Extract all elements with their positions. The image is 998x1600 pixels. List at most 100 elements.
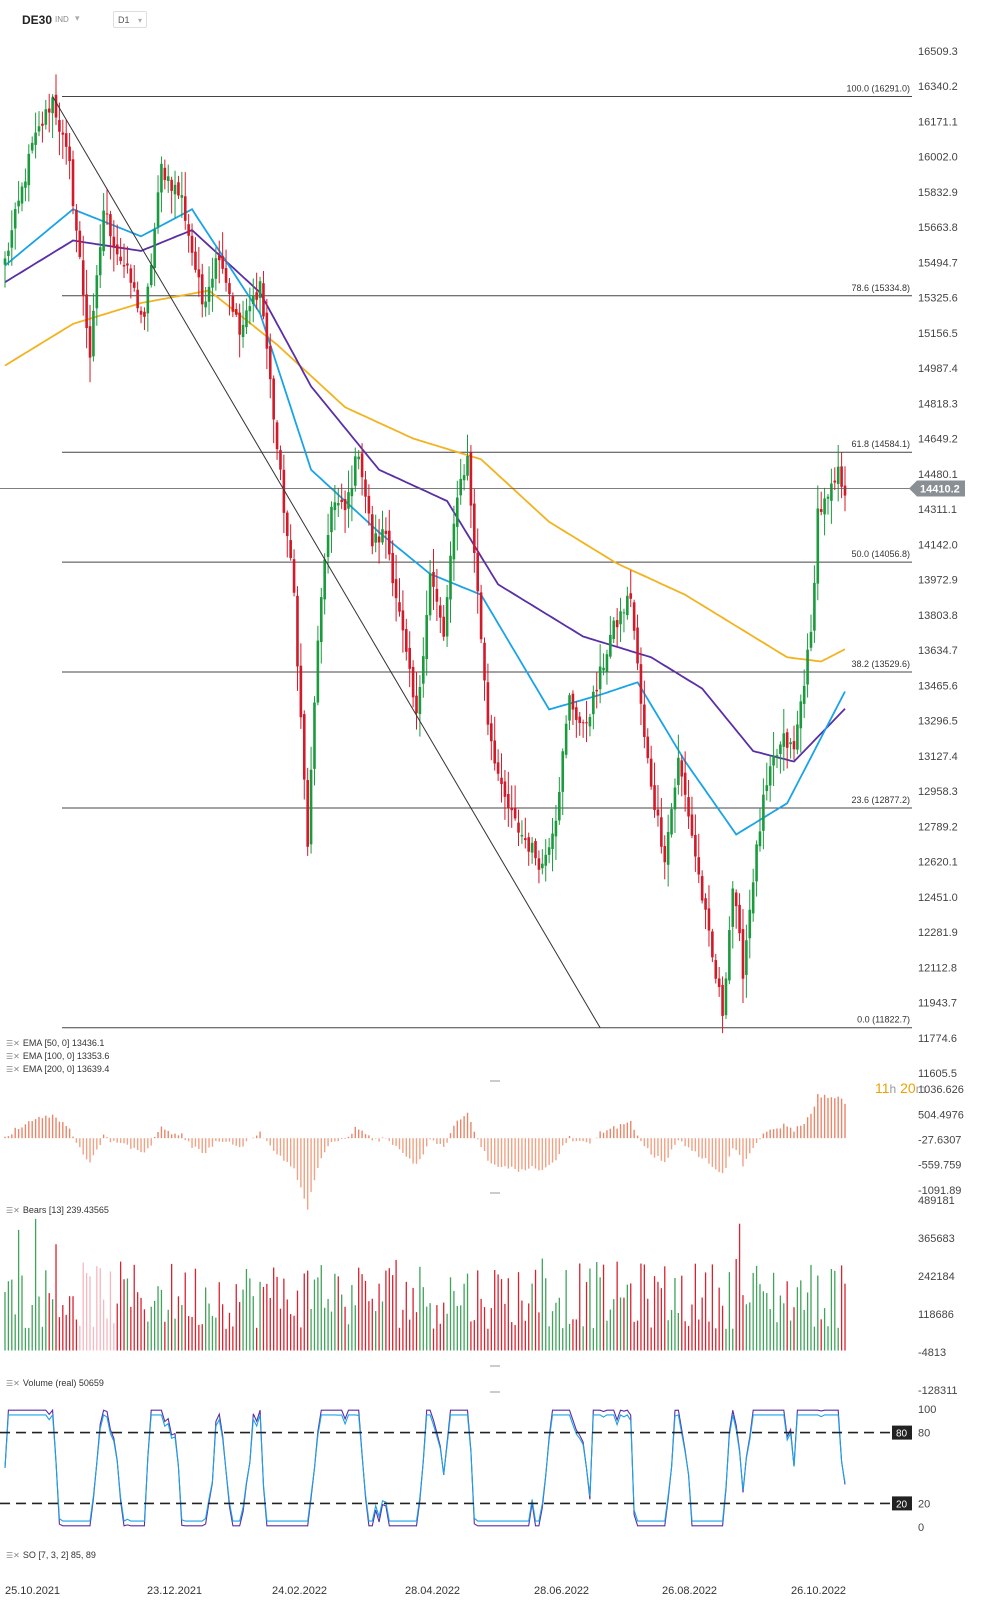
candle-body (476, 552, 480, 592)
price-tick-label: 13634.7 (918, 645, 958, 657)
candle-body (183, 196, 187, 221)
menu-icon[interactable]: ☰✕ (6, 1379, 20, 1388)
candle-body (421, 656, 425, 684)
candle-body (353, 456, 357, 486)
price-tick-label: 15663.8 (918, 222, 958, 234)
candle-body (418, 686, 422, 714)
candle-body (731, 888, 735, 927)
price-tick-label: 14649.2 (918, 434, 958, 446)
candle-body (595, 689, 599, 692)
price-tick-label: 14311.1 (918, 504, 957, 516)
ema-100-line-group (4, 229, 846, 763)
candle-body (391, 553, 394, 584)
candle-body (486, 682, 490, 725)
menu-icon[interactable]: ☰✕ (6, 1039, 20, 1048)
candle-body (306, 780, 309, 847)
symbol-label[interactable]: DE30 (22, 13, 53, 27)
candle-body (459, 478, 463, 496)
price-tick-label: 13296.5 (918, 716, 958, 728)
candle-body (146, 286, 150, 314)
candle-body (704, 898, 707, 910)
candle-body (211, 278, 214, 288)
candle-body (3, 258, 7, 265)
bears-legend[interactable]: ☰✕ Bears [13] 239.43565 (6, 1205, 109, 1215)
candle-body (670, 809, 673, 835)
menu-icon[interactable]: ☰✕ (6, 1052, 20, 1061)
candle-body (615, 620, 619, 628)
menu-icon[interactable]: ☰✕ (6, 1065, 20, 1074)
candle-body (462, 475, 466, 481)
candle-body (442, 616, 446, 637)
candle-body (694, 834, 697, 857)
candle-body (830, 483, 833, 501)
candle-body (748, 909, 752, 939)
candle-body (738, 904, 741, 934)
ema-200-legend[interactable]: ☰✕ EMA [200, 0] 13639.4 (6, 1064, 109, 1074)
price-tick-label: 11943.7 (918, 998, 957, 1010)
ema-100-legend[interactable]: ☰✕ EMA [100, 0] 13353.6 (6, 1051, 109, 1061)
ema-100-line (4, 229, 846, 763)
candle-body (139, 310, 143, 315)
candle-body (789, 742, 792, 745)
candle-body (333, 502, 337, 511)
candle-body (411, 666, 415, 698)
candle-body (166, 176, 170, 182)
candle-body (751, 882, 755, 914)
timeframe-select[interactable]: D1 ▾ (113, 11, 147, 28)
candle-body (483, 642, 486, 681)
candle-body (221, 256, 224, 269)
trend-line (52, 96, 601, 1028)
candle-body (330, 506, 333, 533)
bears-tick-label: 504.4976 (918, 1109, 964, 1121)
ema-200-legend-text: EMA [200, 0] 13639.4 (22, 1064, 110, 1074)
candle-body (408, 647, 411, 669)
so-tick-label: 0 (918, 1522, 924, 1534)
fib-level-label: 38.2 (13529.6) (851, 659, 910, 669)
candle-body (666, 831, 670, 865)
candle-body (772, 756, 775, 766)
candle-body (493, 740, 497, 764)
ema-50-legend[interactable]: ☰✕ EMA [50, 0] 13436.1 (6, 1038, 104, 1048)
candle-body (619, 611, 622, 625)
candle-body (326, 535, 330, 557)
candle-body (149, 264, 153, 286)
date-tick-label: 28.06.2022 (534, 1585, 589, 1597)
candle-body (588, 717, 592, 727)
candle-body (190, 235, 194, 253)
candle-body (632, 602, 636, 631)
candle-body (469, 452, 473, 506)
candle-body (449, 555, 452, 600)
symbol-dropdown-icon[interactable]: ▾ (75, 13, 80, 23)
bears-tick-label: 1036.626 (918, 1084, 964, 1096)
candle-body (81, 260, 85, 296)
candle-body (255, 292, 258, 300)
candle-body (302, 714, 306, 780)
so-80-marker-label: 80 (896, 1429, 908, 1440)
candle-body (734, 892, 738, 907)
fib-level-label: 23.6 (12877.2) (851, 795, 910, 805)
candle-body (194, 251, 197, 270)
candle-body (153, 229, 156, 268)
candle-body (180, 195, 184, 198)
candle-body (425, 615, 429, 659)
exchange-label: IND (55, 15, 69, 24)
candle-body (187, 224, 190, 236)
volume-legend[interactable]: ☰✕ Volume (real) 50659 (6, 1378, 104, 1388)
menu-icon[interactable]: ☰✕ (6, 1551, 20, 1560)
countdown-minutes: 20 (900, 1080, 916, 1096)
candle-body (24, 181, 27, 188)
candle-body (530, 842, 534, 853)
so-80-marker (892, 1425, 912, 1440)
candle-body (826, 496, 830, 499)
volume-tick-label: 365683 (918, 1233, 955, 1245)
menu-icon[interactable]: ☰✕ (6, 1206, 20, 1215)
candle-body (384, 530, 388, 534)
so-legend[interactable]: ☰✕ SO [7, 3, 2] 85, 89 (6, 1550, 96, 1560)
candle-body (622, 612, 626, 614)
candle-body (404, 629, 408, 652)
candle-body (234, 309, 238, 315)
fib-level-label: 0.0 (11822.7) (857, 1015, 910, 1025)
candle-body (653, 785, 656, 811)
date-tick-label: 24.02.2022 (272, 1585, 327, 1597)
